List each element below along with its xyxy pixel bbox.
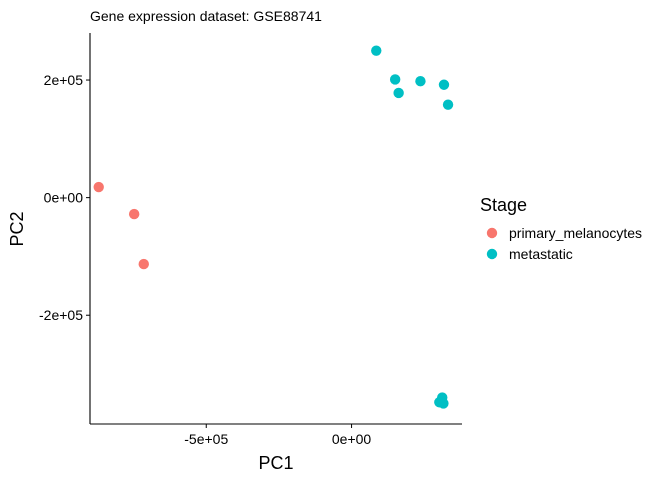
data-point-metastatic bbox=[438, 79, 450, 90]
data-point-primary-melanocytes bbox=[138, 258, 149, 270]
data-point-metastatic bbox=[371, 45, 382, 56]
y-tick-label: 2e+05 bbox=[44, 72, 84, 88]
data-point-primary-melanocytes bbox=[93, 181, 104, 193]
data-point-metastatic bbox=[442, 99, 454, 110]
data-point-metastatic bbox=[393, 87, 404, 99]
y-tick-label: 0e+00 bbox=[44, 190, 84, 206]
legend: Stage primary_melanocytes metastatic bbox=[480, 195, 642, 262]
x-tick-label: 0e+00 bbox=[332, 431, 372, 447]
y-axis-title: PC2 bbox=[7, 211, 27, 246]
plot-area: -5e+05 0e+00 2e+05 0e+00 -2e+05 bbox=[39, 33, 462, 447]
legend-items: primary_melanocytes metastatic bbox=[486, 225, 642, 262]
data-point-metastatic bbox=[389, 74, 401, 85]
x-tick-label: -5e+05 bbox=[184, 431, 228, 447]
x-axis-title: PC1 bbox=[258, 453, 293, 473]
legend-key-primary-melanocytes bbox=[486, 227, 498, 239]
axis-ticks: -5e+05 0e+00 2e+05 0e+00 -2e+05 bbox=[39, 72, 371, 447]
chart-title: Gene expression dataset: GSE88741 bbox=[90, 8, 322, 24]
legend-key-metastatic bbox=[486, 248, 498, 260]
data-point-metastatic bbox=[438, 398, 449, 409]
legend-title: Stage bbox=[480, 195, 527, 215]
y-tick-label: -2e+05 bbox=[39, 307, 83, 323]
legend-label-primary-melanocytes: primary_melanocytes bbox=[509, 225, 642, 241]
legend-label-metastatic: metastatic bbox=[509, 246, 573, 262]
data-points bbox=[93, 45, 454, 409]
data-point-metastatic bbox=[415, 76, 426, 87]
data-point-primary-melanocytes bbox=[128, 208, 140, 220]
